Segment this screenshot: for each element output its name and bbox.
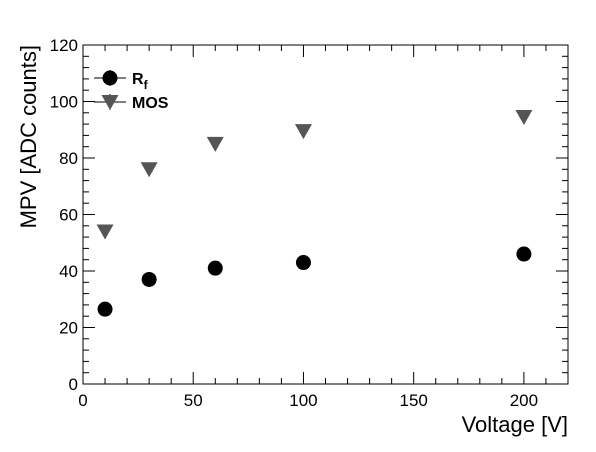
data-points bbox=[96, 110, 533, 317]
legend-label: MOS bbox=[132, 95, 169, 112]
axis-ticks bbox=[82, 44, 569, 385]
x-tick-label: 200 bbox=[510, 391, 538, 410]
x-axis-title: Voltage [V] bbox=[462, 412, 568, 437]
rf-point bbox=[141, 271, 157, 287]
y-tick-label: 100 bbox=[50, 93, 78, 112]
x-tick-label: 150 bbox=[399, 391, 427, 410]
y-tick-label: 60 bbox=[59, 206, 78, 225]
mos-point bbox=[96, 224, 114, 240]
rf-point bbox=[207, 260, 223, 276]
mos-point bbox=[206, 136, 224, 152]
y-tick-label: 0 bbox=[69, 375, 78, 394]
legend-label-subscript: f bbox=[144, 78, 149, 92]
mos-point bbox=[140, 162, 158, 178]
y-tick-label: 120 bbox=[50, 36, 78, 55]
y-tick-label: 20 bbox=[59, 319, 78, 338]
mos-point bbox=[515, 110, 533, 126]
x-tick-label: 50 bbox=[184, 391, 203, 410]
rf-point bbox=[516, 246, 532, 262]
plot-frame bbox=[82, 44, 569, 385]
x-tick-label: 0 bbox=[78, 391, 87, 410]
y-tick-label: 40 bbox=[59, 262, 78, 281]
rf-point bbox=[97, 301, 113, 317]
rf-point bbox=[295, 255, 311, 271]
legend-marker bbox=[102, 70, 118, 86]
y-axis-title: MPV [ADC counts] bbox=[16, 45, 41, 228]
x-tick-label: 100 bbox=[289, 391, 317, 410]
y-tick-label: 80 bbox=[59, 149, 78, 168]
tick-labels: 0 50 100 150 200 0 20 40 60 80 100 120 bbox=[50, 36, 538, 410]
mos-point bbox=[294, 124, 312, 140]
legend-marker bbox=[101, 95, 119, 110]
